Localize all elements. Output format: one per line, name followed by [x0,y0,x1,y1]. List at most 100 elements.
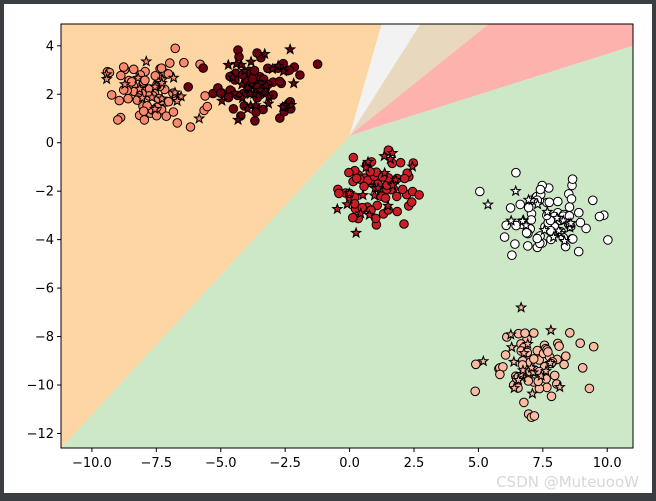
test-point-star [354,207,367,219]
train-point [168,107,179,117]
x-tick-label: 5.0 [468,456,489,471]
train-point [170,43,180,54]
test-point-star [517,346,530,359]
test-point-star [564,216,577,229]
test-point-star [148,102,161,115]
train-point [163,96,174,107]
train-point [397,184,408,195]
train-point [515,199,526,210]
test-point-star [552,224,565,236]
test-point-star [525,361,538,373]
test-point-star [515,301,528,313]
test-point-star [140,55,153,67]
test-point-star [168,86,182,98]
train-point [532,233,543,244]
scatter-chart: −10.0 −7.5 −5.0 −2.5 0.0 2.5 5.0 7.5 10.0 4 2 0 −2 −… [27,23,639,491]
train-point [359,181,369,192]
test-point-star [272,59,285,71]
test-point-star [363,208,376,221]
test-point-star [226,71,239,83]
test-point-star [519,219,533,231]
train-point [351,173,362,184]
train-point [179,57,189,68]
test-point-star [331,202,344,215]
cluster-2 [183,43,323,126]
train-point [573,246,584,257]
train-point [172,118,183,128]
train-point [247,74,258,84]
train-point [565,328,575,338]
test-point-star [406,160,419,172]
train-point [546,391,557,402]
test-point-star [381,199,395,212]
test-point-star [544,323,557,336]
train-point [529,411,540,421]
test-point-star [359,161,373,173]
test-point-star [361,155,375,168]
train-point [584,383,595,394]
train-point [392,206,403,217]
train-point [603,235,613,245]
test-point-star [541,205,554,218]
cluster-1 [100,43,213,132]
x-tick-label: −10.0 [72,456,112,471]
test-point-star [547,230,560,243]
train-point [113,115,123,125]
train-point [200,91,210,101]
test-point-star [356,188,370,201]
test-point-star [262,97,275,109]
train-point [575,217,586,228]
data-points [100,43,613,423]
train-point [471,359,481,370]
train-point [526,215,537,225]
train-point [588,341,599,352]
train-point [370,213,381,224]
region-lower-right [61,45,633,448]
train-point [544,197,555,208]
cluster-5 [470,301,599,423]
train-point [510,239,520,249]
test-point-star [553,380,566,393]
test-point-star [378,149,391,162]
region-wedge-salmon [349,24,633,136]
train-point [228,104,239,114]
test-point-star [133,82,146,95]
test-point-star [118,77,131,90]
test-point-star [249,98,262,111]
train-point [495,369,505,380]
train-point [116,70,126,81]
train-point [577,363,588,373]
train-point [575,338,586,349]
test-point-star [287,76,300,89]
test-point-star [509,184,522,197]
train-point [594,211,605,222]
train-point [505,203,516,213]
train-point [123,93,133,104]
train-point [523,241,533,251]
test-point-star [544,356,557,369]
train-point [543,347,553,357]
train-point [380,193,391,203]
x-tick-label: −7.5 [141,456,173,471]
test-point-star [504,328,517,340]
test-point-star [131,71,145,84]
x-axis-ticks: −10.0 −7.5 −5.0 −2.5 0.0 2.5 5.0 7.5 10.0 [72,448,622,471]
test-point-star [238,64,251,77]
test-point-star [386,178,399,191]
test-point-star [285,98,298,111]
train-point [520,328,530,339]
train-point [250,116,260,126]
test-point-star [266,62,279,75]
train-point [399,219,409,229]
test-point-star [350,226,363,239]
test-point-star [136,91,149,104]
test-point-star [507,355,520,368]
decision-regions [61,24,633,448]
test-point-star [149,80,162,93]
train-point [511,167,521,178]
test-point-star [215,94,228,107]
train-point [507,250,517,260]
train-point [275,113,285,123]
test-point-star [276,100,289,113]
y-axis-ticks: 4 2 0 −2 −4 −6 −8 −10 −12 [27,39,61,442]
